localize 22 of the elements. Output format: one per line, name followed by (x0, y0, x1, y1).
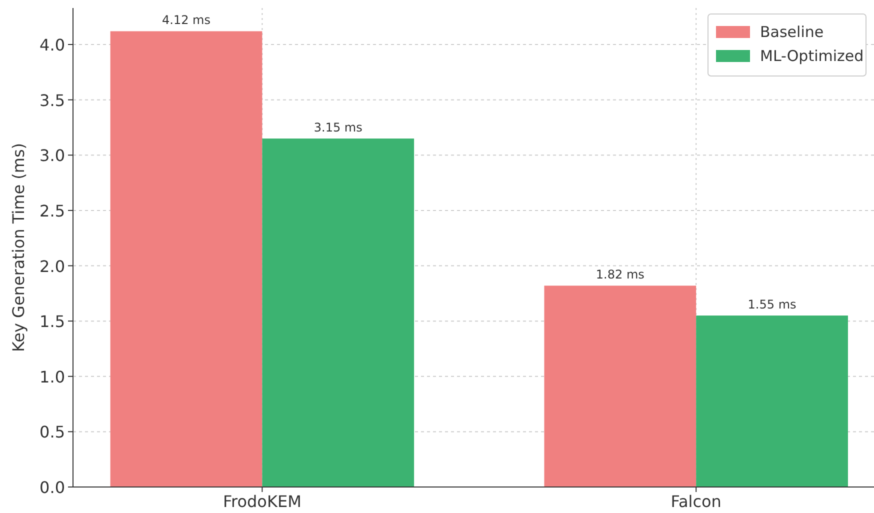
data-label: 3.15 ms (314, 120, 362, 135)
bar (696, 316, 848, 487)
y-tick-label: 4.0 (40, 36, 65, 55)
y-tick-label: 3.5 (40, 90, 65, 110)
bar (110, 31, 262, 487)
bar (544, 286, 696, 487)
y-tick-label: 3.0 (40, 146, 65, 166)
x-tick-label: Falcon (670, 492, 722, 511)
y-tick-label: 0.0 (40, 478, 65, 497)
y-tick-label: 0.5 (40, 422, 65, 442)
x-tick-label: FrodoKEM (222, 492, 302, 511)
y-tick-label: 1.0 (40, 367, 65, 386)
data-label: 1.82 ms (596, 268, 644, 282)
y-tick-label: 2.0 (40, 256, 65, 276)
y-tick-label: 2.5 (40, 201, 65, 220)
legend-label: Baseline (760, 23, 824, 41)
data-label: 1.55 ms (748, 298, 796, 312)
y-tick-label: 1.5 (40, 312, 65, 332)
y-axis-title: Key Generation Time (ms) (9, 142, 28, 352)
data-label: 4.12 ms (162, 13, 210, 28)
bar (262, 138, 414, 487)
legend-label: ML-Optimized (760, 47, 864, 65)
